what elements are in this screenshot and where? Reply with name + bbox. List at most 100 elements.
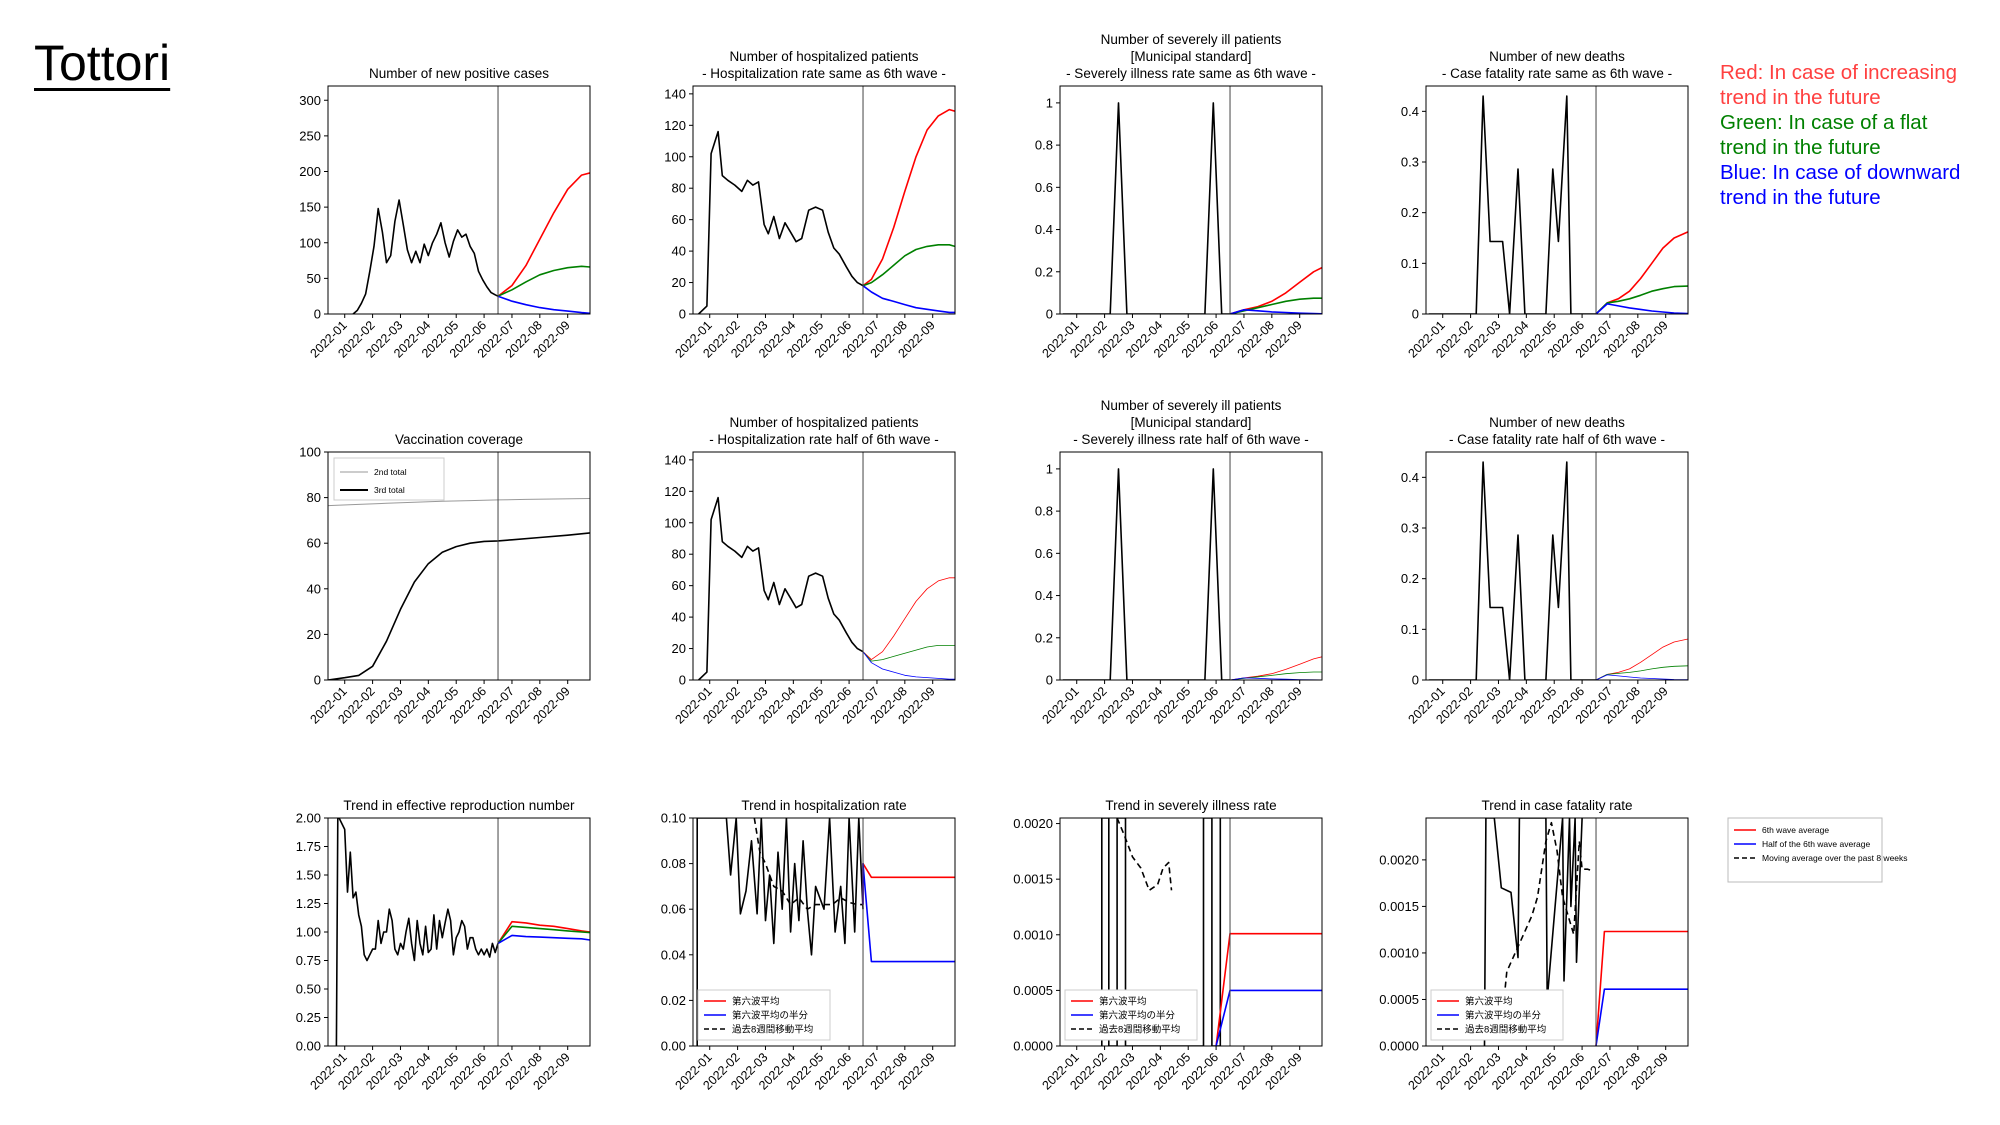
chart-severe-half: Number of severely ill patients [Municipa…: [1035, 398, 1323, 727]
y-tick-label: 2.00: [296, 811, 321, 826]
series-decrease: [497, 934, 590, 945]
plot-frame: [1425, 85, 1689, 315]
y-tick-label: 0.0010: [1013, 927, 1053, 942]
plot-lines: [1062, 102, 1322, 314]
y-tick-label: 1.50: [296, 868, 321, 883]
y-tick-label: 0.0015: [1013, 872, 1053, 887]
series-observed: [1428, 461, 1596, 680]
y-tick-label: 250: [299, 128, 321, 143]
y-tick-label: 0.0015: [1379, 899, 1419, 914]
y-tick-label: 0.8: [1035, 504, 1053, 519]
legend-label: 第六波平均: [1465, 996, 1513, 1008]
chart-new-cases: Number of new positive cases 0 50 100 150 200…: [299, 66, 591, 361]
y-tick-label: 0.10: [661, 811, 686, 826]
y-tick-label: 0.00: [661, 1039, 686, 1054]
series-flat: [862, 645, 955, 662]
chart-severe-rate: Trend in severely illness rate 0.0000 0.00…: [1013, 798, 1323, 1093]
y-tick-label: 0.75: [296, 953, 321, 968]
series-decrease: [497, 295, 590, 314]
series-flat: [1595, 665, 1688, 680]
rate-legend-label: Moving average over the past 8 weeks: [1762, 853, 1908, 863]
series-decrease: [1595, 303, 1688, 314]
y-tick-label: 100: [664, 149, 686, 164]
y-tick-label: 60: [307, 536, 321, 551]
chart-hosp-rate: Trend in hospitalization rate 0.00 0.02 0.0…: [661, 798, 956, 1093]
series-observed: [698, 130, 864, 314]
plot-lines: [335, 818, 590, 1046]
y-tick-label: 1.75: [296, 839, 321, 854]
plot-frame: [692, 451, 956, 681]
y-tick-label: 0.0020: [1013, 816, 1053, 831]
chart-reproduction: Trend in effective reproduction number 0.…: [296, 798, 591, 1093]
series-reference: [328, 498, 590, 507]
series-flat: [1595, 285, 1688, 314]
series-observed: [335, 818, 499, 1046]
chart-title: - Severely illness rate half of 6th wave…: [1073, 432, 1309, 447]
y-tick-label: 0.4: [1401, 470, 1419, 485]
y-tick-label: 0.1: [1401, 256, 1419, 271]
y-tick-label: 0.4: [1035, 222, 1053, 237]
y-tick-label: 0.1: [1401, 622, 1419, 637]
series-decrease: [862, 862, 955, 963]
legend-label: 過去8週間移動平均: [732, 1024, 813, 1036]
series-flat: [497, 265, 590, 297]
series-decrease: [1215, 989, 1322, 1046]
series-observed: [1062, 468, 1230, 680]
y-tick-label: 40: [672, 610, 686, 625]
plot-frame: [1059, 85, 1323, 315]
y-tick-label: 0.50: [296, 982, 321, 997]
y-tick-label: 60: [672, 578, 686, 593]
y-tick-label: 20: [672, 641, 686, 656]
legend-label: 第六波平均の半分: [1465, 1010, 1542, 1022]
chart-title: Number of new positive cases: [369, 66, 549, 81]
chart-title: Number of hospitalized patients: [729, 415, 918, 430]
y-tick-label: 0.2: [1401, 205, 1419, 220]
chart-hospitalized-same: Number of hospitalized patients - Hospita…: [664, 49, 956, 361]
plot-frame: [1059, 451, 1323, 681]
chart-severe-same: Number of severely ill patients [Municipa…: [1035, 32, 1323, 361]
y-tick-label: 200: [299, 164, 321, 179]
series-moving: [1116, 818, 1173, 892]
rate-legend-label: Half of the 6th wave average: [1762, 839, 1870, 849]
y-tick-label: 0: [1412, 307, 1419, 322]
y-tick-label: 0: [314, 307, 321, 322]
y-tick-label: 80: [307, 490, 321, 505]
legend-label: 2nd total: [374, 467, 407, 477]
plot-frame: [327, 85, 591, 315]
series-decrease: [862, 285, 955, 314]
rate-legend-label: 6th wave average: [1762, 825, 1829, 835]
y-tick-label: 0: [314, 673, 321, 688]
y-tick-label: 60: [672, 212, 686, 227]
series-moving: [1500, 821, 1594, 1028]
series-decrease: [1229, 308, 1322, 314]
y-tick-label: 0: [1046, 307, 1053, 322]
y-tick-label: 100: [664, 515, 686, 530]
series-observed: [696, 818, 864, 1046]
y-tick-label: 100: [299, 445, 321, 460]
y-tick-label: 0.3: [1401, 521, 1419, 536]
chart-title: Number of severely ill patients: [1101, 398, 1282, 413]
y-tick-label: 0.0000: [1379, 1039, 1419, 1054]
series-observed: [1101, 818, 1222, 1046]
scenario-legend: Red: In case of increasing trend in the …: [1720, 60, 1990, 210]
chart-title: Number of severely ill patients: [1101, 32, 1282, 47]
y-tick-label: 0.06: [661, 902, 686, 917]
scenario-legend-flat: Green: In case of a flat trend in the fu…: [1720, 111, 1928, 159]
legend-label: 第六波平均の半分: [1099, 1010, 1176, 1022]
y-tick-label: 0.0000: [1013, 1039, 1053, 1054]
series-decrease: [862, 651, 955, 680]
plot-lines: [1428, 95, 1688, 314]
y-tick-label: 0.02: [661, 993, 686, 1008]
y-tick-label: 0.3: [1401, 155, 1419, 170]
series-increase: [1595, 231, 1688, 314]
y-tick-label: 40: [672, 244, 686, 259]
plot-lines: [328, 498, 590, 680]
y-tick-label: 0.2: [1401, 571, 1419, 586]
chart-title: [Municipal standard]: [1131, 415, 1252, 430]
chart-title: Number of hospitalized patients: [729, 49, 918, 64]
y-tick-label: 0: [1412, 673, 1419, 688]
series-decrease: [1595, 988, 1688, 1046]
legend-label: 第六波平均の半分: [732, 1010, 809, 1022]
chart-title: [Municipal standard]: [1131, 49, 1252, 64]
plot-frame: [1425, 817, 1689, 1047]
